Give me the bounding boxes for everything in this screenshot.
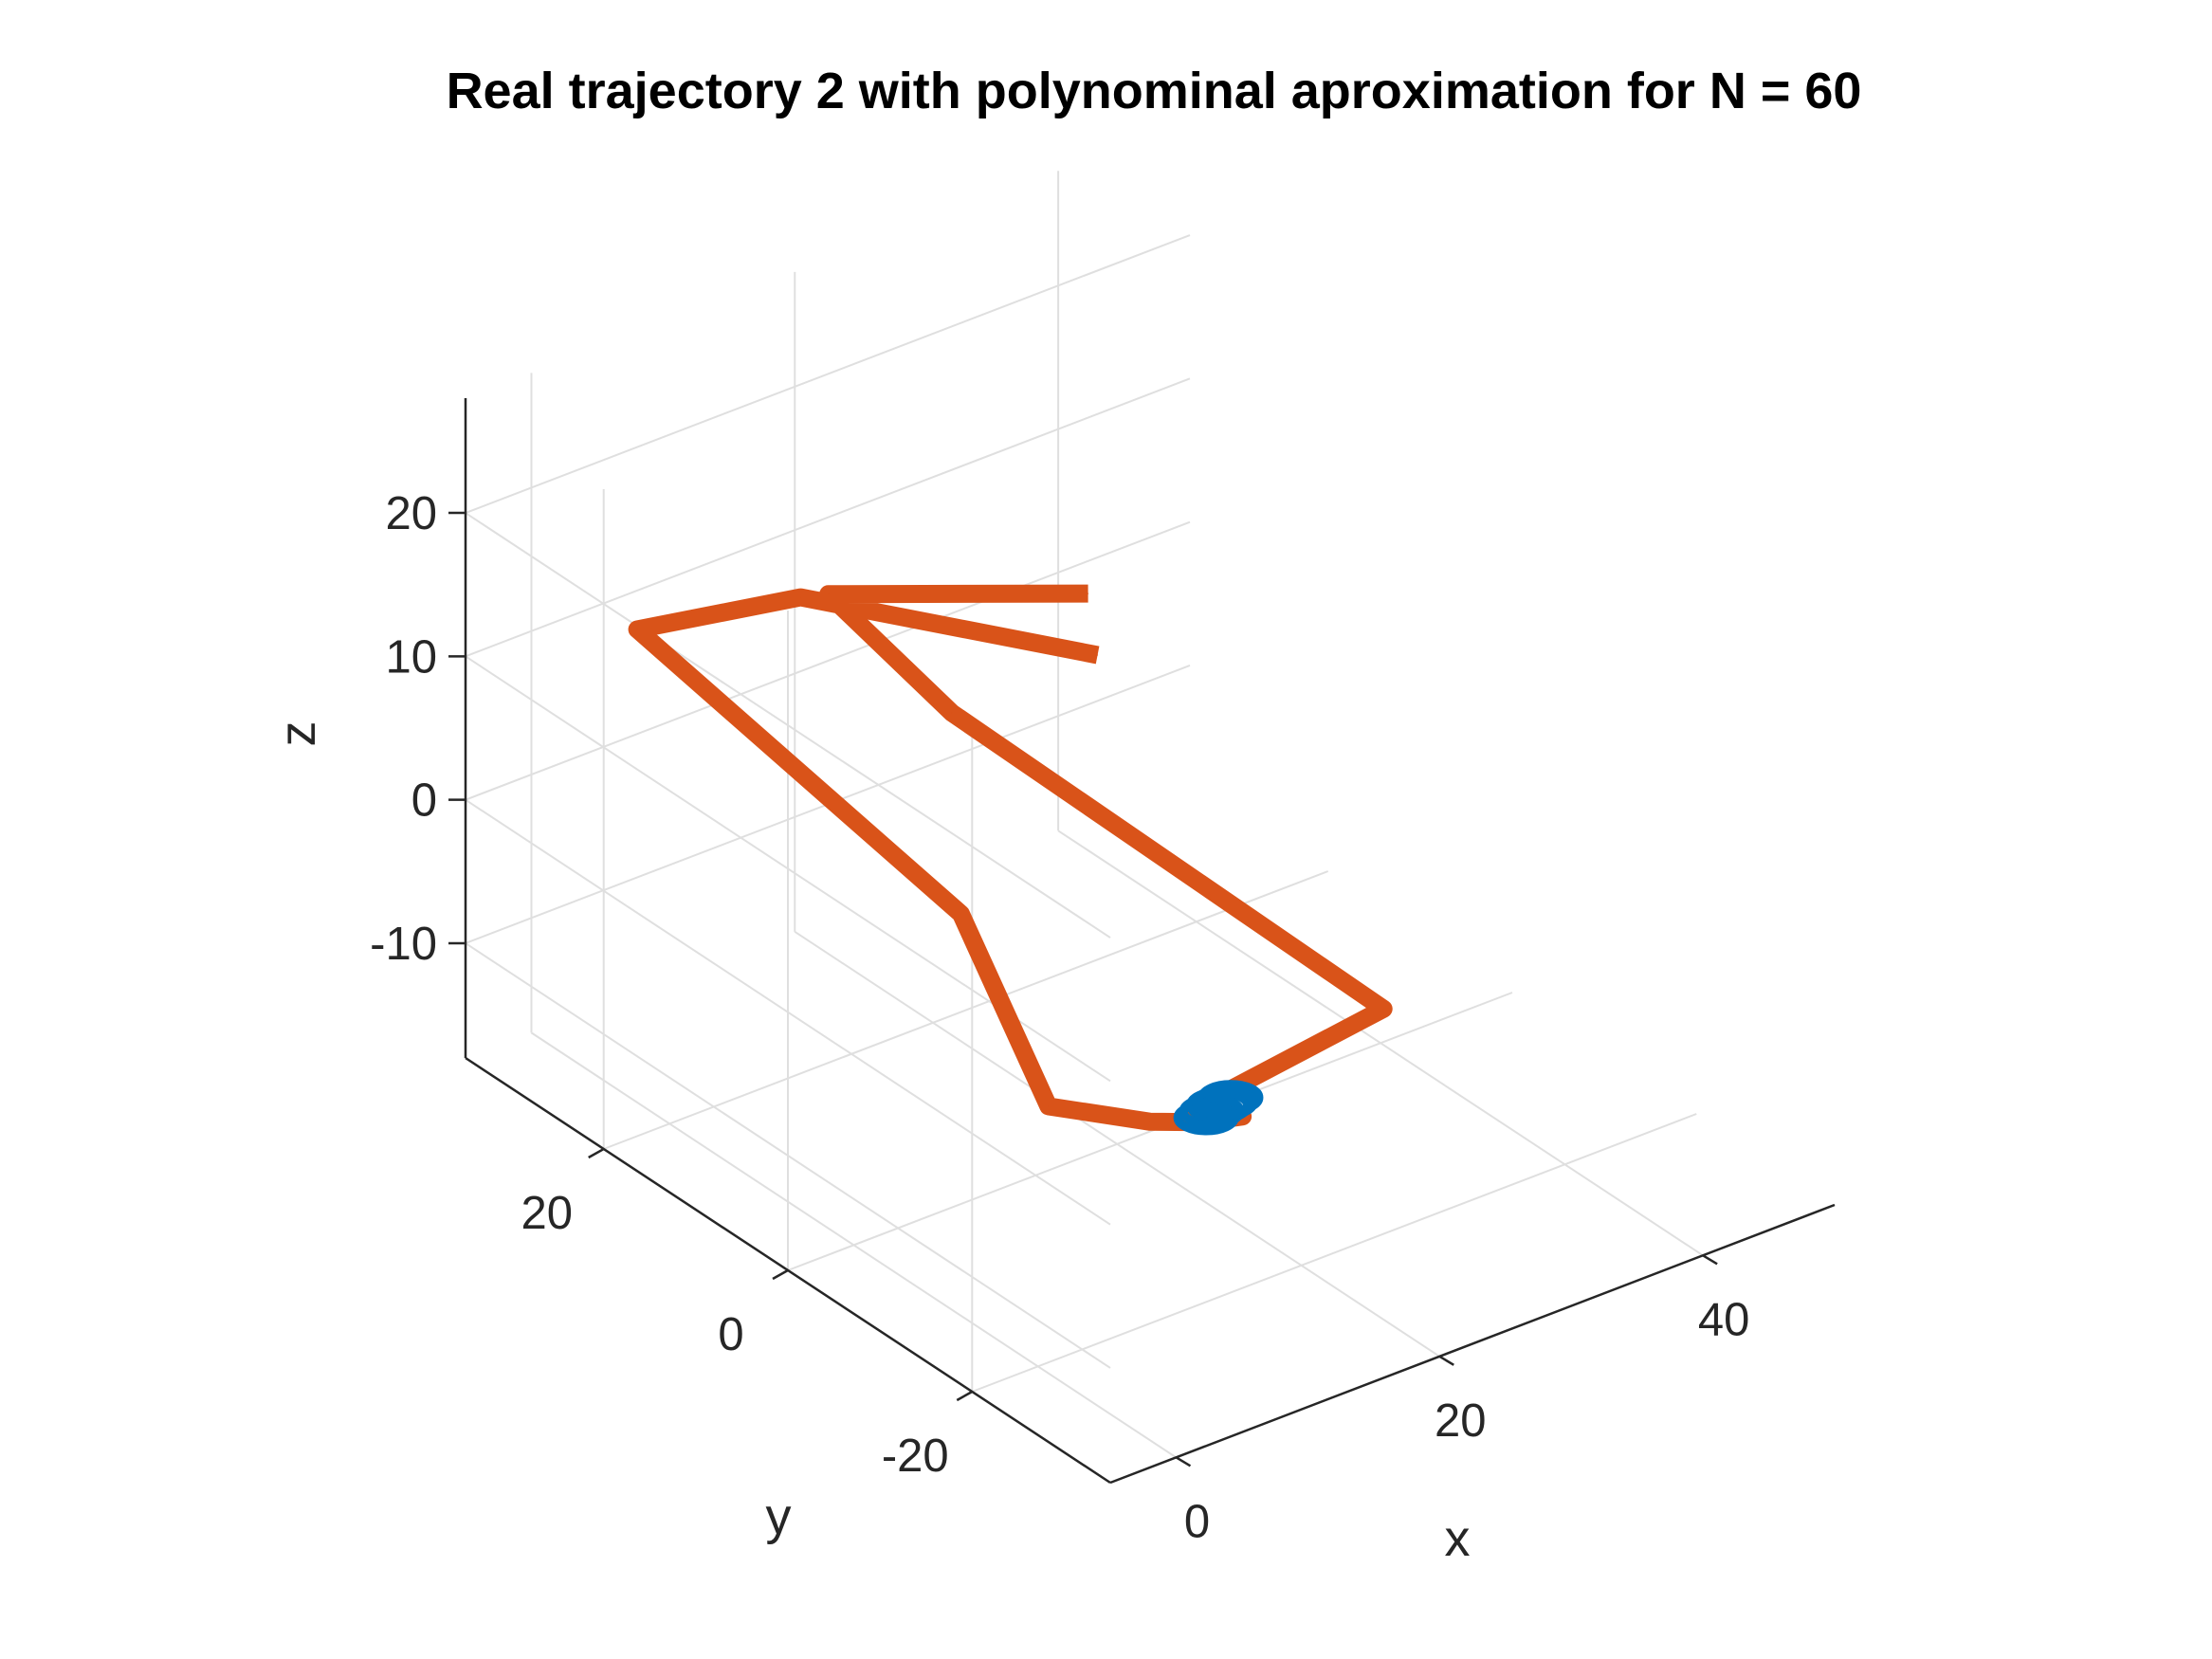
x-axis-label: x	[1445, 1510, 1471, 1567]
grid-line-wall-z	[465, 512, 1111, 939]
grid-line-floor-y	[787, 992, 1513, 1271]
x-tick-mark	[1438, 1355, 1454, 1366]
z-tick-label: 0	[411, 775, 437, 827]
real-trajectory-point	[1048, 1105, 1050, 1107]
grid-line-floor-y	[603, 870, 1329, 1150]
z-tick-label: -10	[370, 919, 437, 970]
series-layer	[628, 584, 1393, 1136]
real-trajectory-point	[1382, 1008, 1384, 1010]
x-tick-mark	[1702, 1254, 1718, 1266]
x-axis-line	[1109, 1203, 1836, 1485]
y-tick-mark	[588, 1147, 605, 1159]
approximation-marker	[1191, 1085, 1257, 1121]
real-trajectory-point	[951, 712, 953, 714]
chart-title: Real trajectory 2 with polynominal aprox…	[447, 63, 1862, 119]
real-trajectory-point	[799, 596, 801, 598]
real-trajectory-point	[960, 913, 962, 915]
real-trajectory-point	[1148, 1121, 1150, 1122]
z-tick-label: 20	[385, 488, 437, 539]
z-axis-label: z	[269, 721, 326, 747]
grid-line-floor-y	[971, 1113, 1697, 1393]
y-axis-label: y	[766, 1488, 792, 1545]
grid-line-wall-z	[465, 942, 1111, 1369]
x-tick-label: 0	[1184, 1496, 1210, 1547]
x-tick-label: 20	[1435, 1395, 1487, 1447]
grid-line-wall-z	[465, 798, 1111, 1226]
grid-line-wall-z	[465, 520, 1191, 801]
real-trajectory-point	[828, 593, 830, 595]
z-tick-label: 10	[385, 631, 437, 683]
ticks-layer: 0 20 40 20 0 -20 20 10 0 -10	[370, 488, 1749, 1547]
y-tick-label: 20	[521, 1188, 573, 1239]
grid-layer	[465, 171, 1704, 1459]
grid-line-wall-z	[465, 377, 1191, 658]
y-tick-mark	[956, 1390, 973, 1402]
grid-line-wall-z	[465, 234, 1191, 514]
y-tick-label: -20	[882, 1431, 949, 1482]
x-tick-label: 40	[1698, 1294, 1750, 1345]
real-trajectory-point	[1097, 654, 1099, 656]
y-tick-mark	[772, 1268, 789, 1281]
y-tick-label: 0	[718, 1309, 743, 1360]
x-tick-mark	[1175, 1456, 1192, 1468]
